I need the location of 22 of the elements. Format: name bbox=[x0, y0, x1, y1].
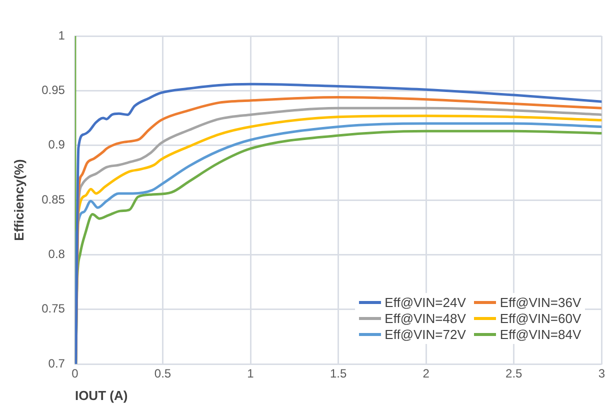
legend-label: Eff@VIN=72V bbox=[384, 327, 466, 342]
legend-label: Eff@VIN=48V bbox=[384, 311, 466, 326]
x-axis-title: IOUT (A) bbox=[74, 388, 128, 403]
y-tick-label: 0.95 bbox=[42, 82, 66, 97]
legend-label: Eff@VIN=60V bbox=[500, 311, 582, 326]
x-tick-label: 1.5 bbox=[330, 366, 347, 381]
x-tick-label: 2.5 bbox=[506, 366, 523, 381]
legend-label: Eff@VIN=84V bbox=[500, 327, 582, 342]
x-tick-label: 0 bbox=[72, 366, 79, 381]
x-tick-label: 1 bbox=[247, 366, 254, 381]
y-tick-label: 0.7 bbox=[48, 356, 66, 370]
x-tick-label: 2 bbox=[422, 366, 430, 381]
y-tick-label: 0.9 bbox=[48, 138, 66, 152]
y-tick-label: 0.75 bbox=[42, 302, 66, 316]
y-tick-label: 0.8 bbox=[48, 246, 66, 261]
legend-label: Eff@VIN=36V bbox=[500, 295, 582, 310]
legend-label: Eff@VIN=24V bbox=[384, 295, 466, 310]
x-tick-label: 3 bbox=[598, 366, 606, 381]
y-axis-title: Efficiency(%) bbox=[11, 159, 26, 241]
y-tick-label: 0.85 bbox=[42, 192, 66, 206]
x-tick-label: 0.5 bbox=[154, 366, 172, 381]
y-tick-label: 1 bbox=[58, 28, 66, 42]
